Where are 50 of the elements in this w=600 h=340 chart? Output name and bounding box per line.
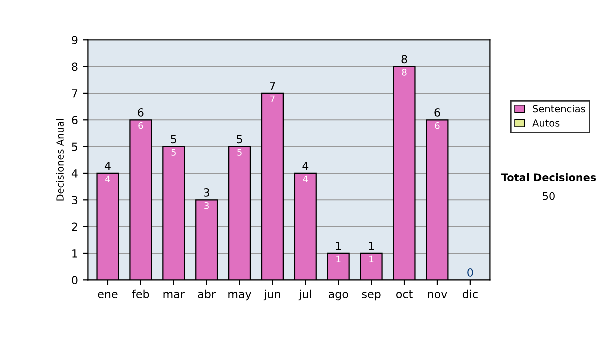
text: 50 [543, 192, 555, 200]
y-tick-label: 2 [72, 222, 78, 232]
x-tick-label: jul [298, 290, 312, 301]
total-label: 4 [104, 162, 111, 170]
y-tick-label: 3 [72, 196, 78, 205]
total-label: 6 [138, 108, 144, 117]
y-axis-title: Decisiones Anual [56, 119, 64, 201]
x-tick-label: sep [362, 292, 381, 301]
total-label: 5 [237, 135, 242, 144]
data-label: 5 [238, 149, 242, 156]
x-tick-label: jun [264, 290, 280, 301]
legend-label: Sentencias [533, 105, 586, 113]
x-tick-label: ene [98, 292, 118, 298]
text: Total Decisiones [501, 173, 596, 182]
total-label: 6 [434, 108, 440, 117]
total-label: 1 [336, 242, 342, 250]
total-label: 0 [468, 268, 474, 277]
total-label: 1 [369, 242, 374, 250]
data-label: 6 [435, 122, 440, 130]
x-tick-label: feb [132, 290, 150, 298]
total-label: 5 [171, 135, 176, 144]
y-tick-label: 6 [72, 116, 78, 125]
y-tick-label: 8 [72, 62, 78, 72]
y-tick-label: 9 [72, 36, 78, 44]
data-label: 4 [303, 176, 308, 182]
x-tick-label: ago [328, 292, 348, 301]
x-tick-label: nov [428, 292, 448, 298]
data-label: 7 [270, 96, 275, 102]
total-label: 7 [270, 82, 276, 90]
x-tick-label: abr [198, 290, 216, 298]
y-tick-label: 4 [72, 170, 78, 178]
data-label: 6 [138, 122, 144, 130]
data-label: 1 [370, 256, 374, 262]
y-tick-label: 0 [72, 276, 78, 285]
data-label: 5 [172, 149, 176, 156]
y-tick-label: 7 [72, 90, 78, 98]
y-tick-label: 1 [72, 250, 78, 258]
total-label: 3 [204, 188, 210, 197]
data-label: 3 [204, 202, 209, 210]
data-label: 1 [336, 256, 341, 262]
x-tick-label: dic [462, 290, 478, 298]
legend-label: Autos [532, 120, 560, 127]
x-tick-label: may [228, 292, 252, 301]
y-tick-label: 5 [72, 142, 78, 152]
x-tick-label: mar [164, 292, 185, 298]
total-label: 8 [402, 55, 408, 64]
x-tick-label: oct [396, 290, 413, 298]
data-label: 8 [402, 69, 407, 76]
data-label: 4 [106, 176, 110, 182]
total-label: 4 [302, 162, 309, 170]
